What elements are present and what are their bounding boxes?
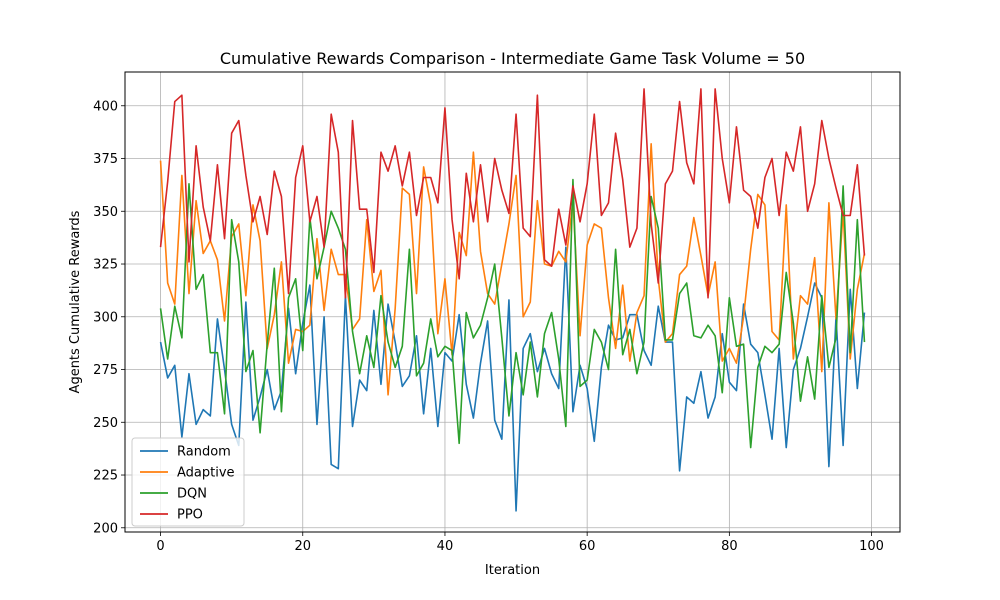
legend-label-dqn: DQN [177,487,207,502]
series-line-adaptive [159,142,866,396]
plot-area-frame [124,71,901,533]
series-line-ppo [159,88,866,299]
series-lines [159,88,866,512]
y-axis-ticks: 200 225 250 275 300 325 350 375 400 [93,99,125,536]
series-line-dqn [159,178,866,449]
x-tick-label: 80 [721,539,738,554]
y-tick-label: 275 [93,363,118,378]
legend-label-ppo: PPO [177,508,203,523]
legend-label-random: Random [177,445,231,460]
chart-title: Cumulative Rewards Comparison - Intermed… [220,49,805,68]
legend: Random Adaptive DQN PPO [131,437,245,527]
legend-box [131,437,245,527]
y-tick-label: 225 [93,469,118,484]
y-tick-label: 350 [93,205,118,220]
y-tick-label: 200 [93,521,118,536]
legend-label-adaptive: Adaptive [177,466,235,481]
y-tick-label: 250 [93,416,118,431]
x-axis-label: Iteration [485,563,540,578]
x-tick-label: 40 [437,539,454,554]
x-axis-ticks: 0 20 40 60 80 100 [156,532,884,554]
x-tick-label: 100 [859,539,884,554]
x-tick-label: 20 [294,539,311,554]
y-tick-label: 300 [93,310,118,325]
series-line-random [159,246,866,512]
x-tick-label: 0 [156,539,164,554]
y-tick-label: 375 [93,152,118,167]
x-tick-label: 60 [579,539,596,554]
y-tick-label: 325 [93,258,118,273]
y-axis-label: Agents Cumulative Rewards [68,210,83,393]
y-tick-label: 400 [93,99,118,114]
